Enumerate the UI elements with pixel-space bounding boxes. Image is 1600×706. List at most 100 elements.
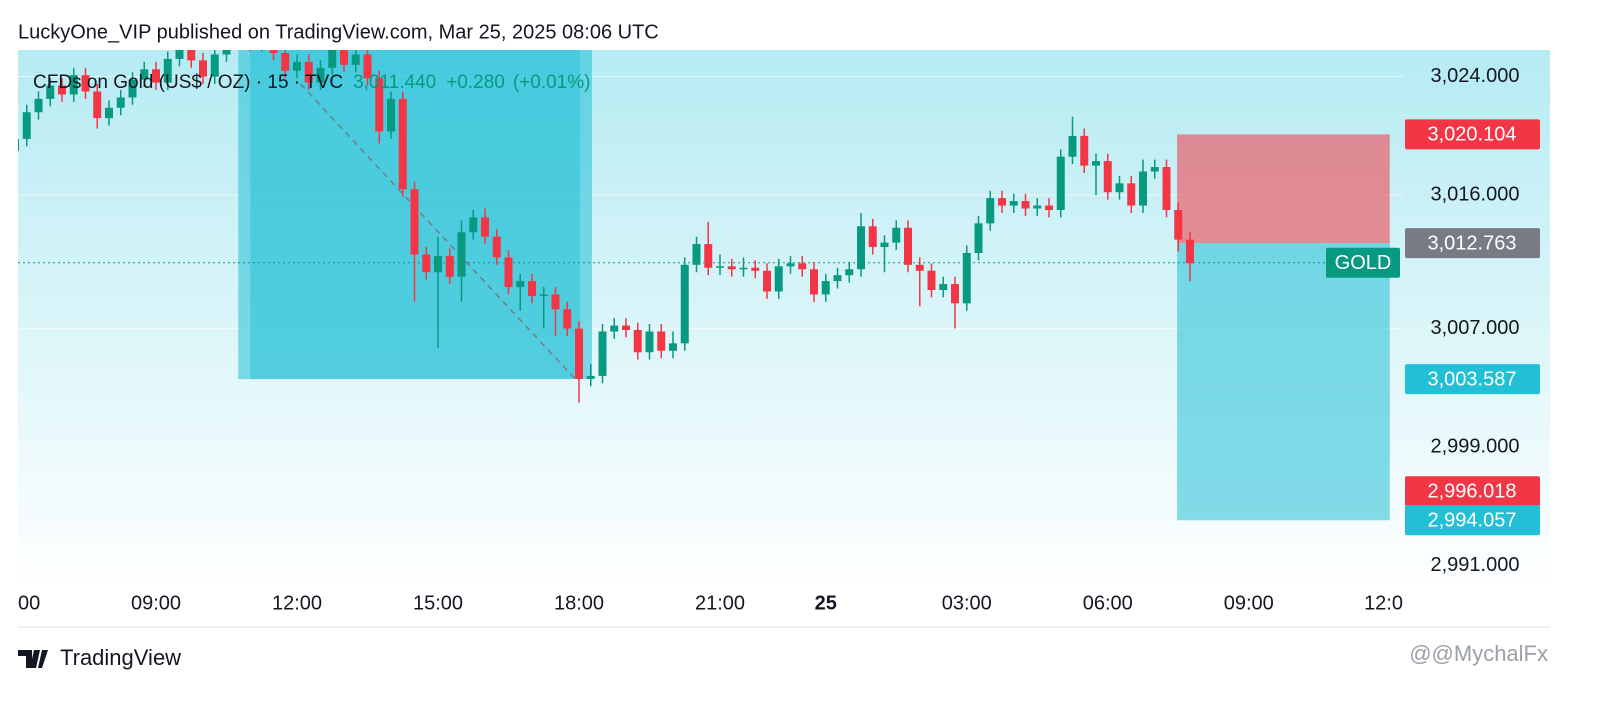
candle-body <box>857 226 865 270</box>
candle-body <box>363 54 372 79</box>
price-label: 3,012.763 <box>1428 232 1517 254</box>
candle-body <box>880 242 889 248</box>
candle-body <box>304 61 313 83</box>
candle-body <box>328 50 337 68</box>
candle-body <box>187 50 196 61</box>
candle-body <box>46 85 55 99</box>
candle-body <box>586 375 595 379</box>
candle-body <box>210 54 219 77</box>
candle-body <box>163 58 172 83</box>
candle-body <box>1080 135 1089 166</box>
candle-body <box>610 325 619 332</box>
price-label-box <box>1405 119 1540 150</box>
candle-body <box>962 252 971 304</box>
x-tick-label: 03:00 <box>942 592 992 614</box>
x-tick-label: 15:00 <box>413 592 463 614</box>
candle-body <box>481 217 489 237</box>
price-label: 2,994.057 <box>1428 510 1517 532</box>
candle-body <box>845 269 854 276</box>
candle-body <box>645 331 654 353</box>
brand: TradingView <box>60 645 181 670</box>
candle-body <box>798 263 807 270</box>
candle-body <box>821 281 830 295</box>
candle-body <box>657 331 666 351</box>
symbol-label: GOLD <box>1335 252 1392 274</box>
candle-body <box>892 227 901 243</box>
candle-body <box>763 270 771 292</box>
x-tick-label: 00 <box>18 592 40 614</box>
price-label: 3,020.104 <box>1428 124 1517 146</box>
candle-body <box>1162 167 1171 210</box>
x-tick-label: 21:00 <box>695 592 745 614</box>
candle-body <box>293 61 301 71</box>
candle-body <box>93 91 102 119</box>
candle-body <box>504 257 513 288</box>
candle-body <box>1127 183 1136 206</box>
plot-area <box>18 50 1403 567</box>
candle-body <box>810 269 818 295</box>
candle-body <box>175 50 184 59</box>
price-label-box <box>1405 364 1540 395</box>
candle-body <box>915 264 924 271</box>
x-tick-label: 12:0 <box>1364 592 1403 614</box>
candle-body <box>974 223 983 253</box>
candle-body <box>1186 239 1194 264</box>
candle-body <box>833 275 842 282</box>
candle-body <box>58 85 66 95</box>
candle-body <box>986 198 995 224</box>
candle-body <box>18 138 19 151</box>
stop-zone <box>1177 134 1390 244</box>
change-pct: (+0.01%) <box>513 72 591 93</box>
candle-body <box>598 331 607 376</box>
candle-body <box>1045 205 1053 210</box>
x-tick-label: 09:00 <box>131 592 181 614</box>
candle-body <box>774 266 783 292</box>
candle-body <box>1056 156 1065 210</box>
candle-body <box>528 281 536 296</box>
candle-body <box>81 75 90 92</box>
candle-body <box>1150 167 1159 172</box>
candle-body <box>469 217 478 233</box>
price-label-box <box>1405 476 1540 507</box>
price-label: 2,996.018 <box>1428 480 1517 502</box>
candle-body <box>1139 171 1147 206</box>
candle-body <box>998 198 1006 206</box>
candle-body <box>704 244 713 268</box>
candle-body <box>457 232 466 277</box>
candle-body <box>105 107 113 119</box>
candle-body <box>669 343 677 351</box>
candle-body <box>716 266 724 268</box>
candle-body <box>34 98 43 113</box>
candle-body <box>22 112 31 139</box>
candle-body <box>1068 135 1077 157</box>
candle-body <box>116 97 125 108</box>
symbol: CFDs on Gold (US$ / OZ) · 15 · TVC <box>33 72 343 93</box>
candle-body <box>1115 183 1124 193</box>
candle-body <box>128 79 137 98</box>
candle-body <box>351 54 360 65</box>
candle-body <box>140 69 149 80</box>
price-label: 3,003.587 <box>1428 368 1517 390</box>
candle-body <box>434 255 442 273</box>
candle-body <box>69 75 78 95</box>
trend-line <box>299 83 579 383</box>
candle-body <box>575 328 583 379</box>
x-tick-label: 12:00 <box>272 592 322 614</box>
candle-body <box>222 50 231 55</box>
candle-body <box>1009 201 1018 206</box>
price-label-box <box>1405 505 1540 536</box>
candle-body <box>927 270 936 290</box>
legend: CFDs on Gold (US$ / OZ) · 15 · TVC 3,011.… <box>33 72 590 93</box>
candle-body <box>445 255 454 277</box>
x-tick-label: 06:00 <box>1083 592 1133 614</box>
candle-body <box>692 244 701 265</box>
y-tick-label: 3,016.000 <box>1431 183 1520 205</box>
candle-body <box>904 227 912 265</box>
candle-body <box>152 69 160 83</box>
candle-body <box>622 325 630 330</box>
candle-body <box>939 284 948 290</box>
publisher: LuckyOne_VIP published on TradingView.co… <box>18 21 659 43</box>
candle-body <box>786 263 795 267</box>
